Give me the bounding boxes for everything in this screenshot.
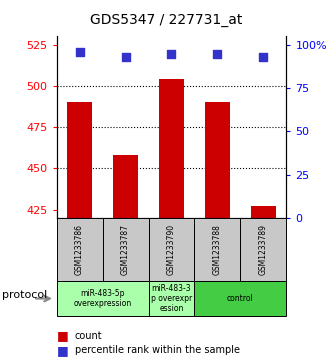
- Bar: [251, 206, 276, 218]
- Bar: [205, 102, 230, 218]
- Point: [261, 54, 266, 60]
- Text: GSM1233790: GSM1233790: [167, 224, 176, 275]
- Text: percentile rank within the sample: percentile rank within the sample: [75, 345, 240, 355]
- Text: ■: ■: [57, 344, 68, 357]
- Bar: [113, 155, 138, 218]
- Point: [169, 51, 174, 57]
- Text: miR-483-5p
overexpression: miR-483-5p overexpression: [74, 289, 132, 308]
- Bar: [159, 79, 184, 218]
- Text: GSM1233787: GSM1233787: [121, 224, 130, 275]
- Text: GSM1233786: GSM1233786: [75, 224, 84, 275]
- Bar: [67, 102, 92, 218]
- Text: count: count: [75, 331, 103, 341]
- Point: [215, 51, 220, 57]
- Text: GDS5347 / 227731_at: GDS5347 / 227731_at: [90, 13, 243, 27]
- Text: control: control: [227, 294, 254, 303]
- Text: protocol: protocol: [2, 290, 47, 300]
- Point: [123, 54, 128, 60]
- Text: miR-483-3
p overexpr
ession: miR-483-3 p overexpr ession: [151, 284, 192, 314]
- Text: GSM1233788: GSM1233788: [213, 224, 222, 275]
- Point: [77, 49, 82, 55]
- Text: GSM1233789: GSM1233789: [259, 224, 268, 275]
- Text: ■: ■: [57, 329, 68, 342]
